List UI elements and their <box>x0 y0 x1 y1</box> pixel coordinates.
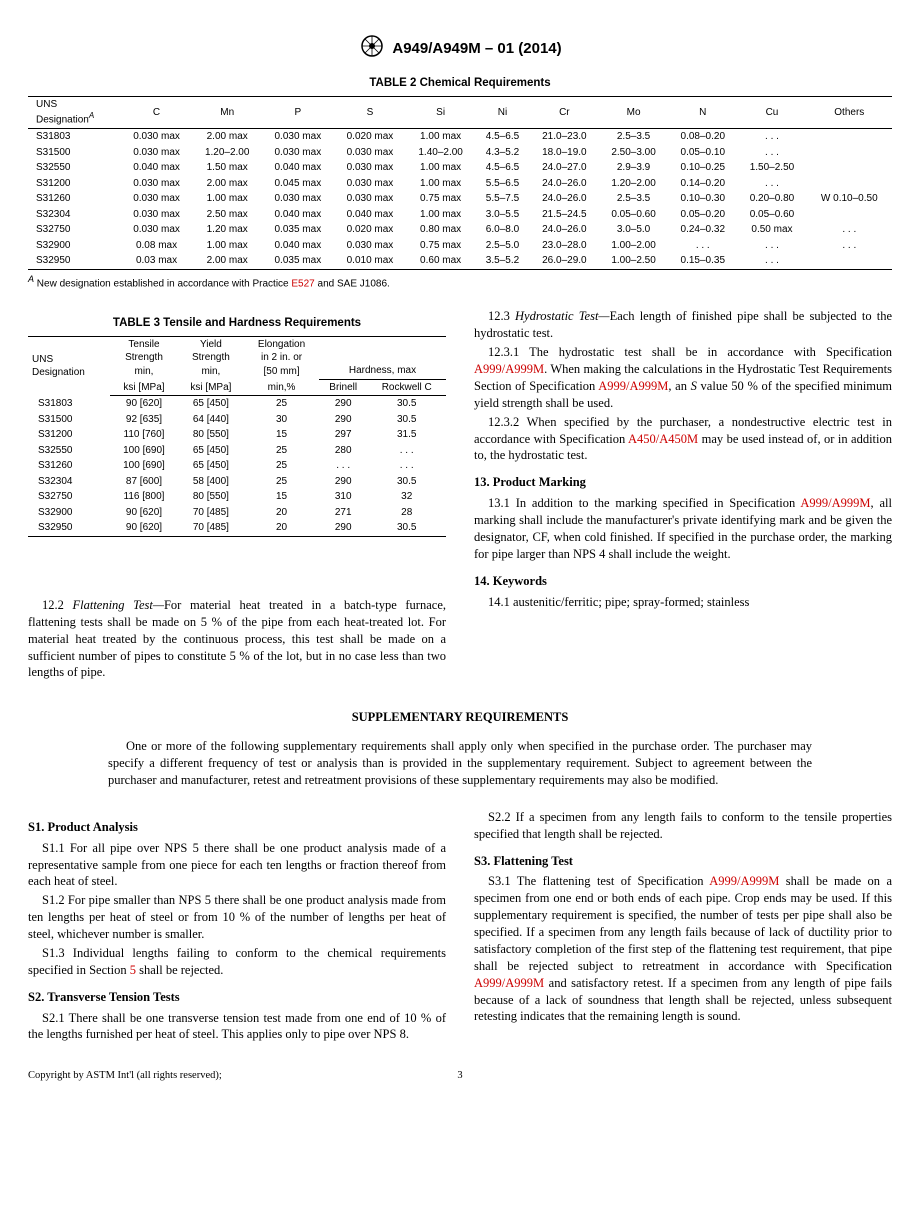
table-row: S327500.030 max1.20 max0.035 max0.020 ma… <box>28 222 892 238</box>
table-row: S315000.030 max1.20–2.000.030 max0.030 m… <box>28 145 892 161</box>
table-row: S329000.08 max1.00 max0.040 max0.030 max… <box>28 238 892 254</box>
table-row: S312000.030 max2.00 max0.045 max0.030 ma… <box>28 176 892 192</box>
link-a999-1[interactable]: A999/A999M <box>474 362 544 376</box>
para-s1-2: S1.2 For pipe smaller than NPS 5 there s… <box>28 892 446 943</box>
astm-logo <box>358 32 386 66</box>
table2: UNSDesignationA C Mn P S Si Ni Cr Mo N C… <box>28 96 892 270</box>
table-row: S318030.030 max2.00 max0.030 max0.020 ma… <box>28 129 892 145</box>
para-s1-1: S1.1 For all pipe over NPS 5 there shall… <box>28 840 446 891</box>
table3-title: TABLE 3 Tensile and Hardness Requirement… <box>28 316 446 332</box>
table-row: S323040.030 max2.50 max0.040 max0.040 ma… <box>28 207 892 223</box>
link-a999-4[interactable]: A999/A999M <box>709 874 779 888</box>
table2-title: TABLE 2 Chemical Requirements <box>28 76 892 92</box>
heading-s3: S3. Flattening Test <box>474 853 892 870</box>
table-row: S31260100 [690]65 [450]25. . .. . . <box>28 458 446 474</box>
heading-s2: S2. Transverse Tension Tests <box>28 989 446 1006</box>
col-s: S <box>334 96 406 128</box>
table-row: S3290090 [620]70 [485]2027128 <box>28 505 446 521</box>
para-14-1: 14.1 austenitic/ferritic; pipe; spray-fo… <box>474 594 892 611</box>
col-c: C <box>120 96 192 128</box>
col-mo: Mo <box>599 96 668 128</box>
t3-uns: UNSDesignation <box>28 336 110 396</box>
para-s3-1: S3.1 The flattening test of Specificatio… <box>474 873 892 1025</box>
t3-rockwell: Rockwell C <box>367 379 446 396</box>
t3-elong-b: min,% <box>244 379 319 396</box>
t3-brinell: Brinell <box>319 379 367 396</box>
col-n: N <box>668 96 737 128</box>
para-s2-1: S2.1 There shall be one transverse tensi… <box>28 1010 446 1044</box>
para-12-2: 12.2 Flattening Test—For material heat t… <box>28 597 446 681</box>
table-row: S329500.03 max2.00 max0.035 max0.010 max… <box>28 253 892 269</box>
para-s1-3: S1.3 Individual lengths failing to confo… <box>28 945 446 979</box>
table3: UNSDesignation TensileStrengthmin, Yield… <box>28 336 446 537</box>
supp-intro: One or more of the following supplementa… <box>108 738 812 789</box>
t3-tensile-a: TensileStrengthmin, <box>110 336 177 379</box>
col-cr: Cr <box>530 96 599 128</box>
col-cu: Cu <box>737 96 806 128</box>
link-e527[interactable]: E527 <box>291 278 314 289</box>
t3-yield-b: ksi [MPa] <box>178 379 245 396</box>
para-12-3: 12.3 Hydrostatic Test—Each length of fin… <box>474 308 892 342</box>
supp-title: SUPPLEMENTARY REQUIREMENTS <box>28 709 892 726</box>
table-row: S32550100 [690]65 [450]25280. . . <box>28 443 446 459</box>
t3-tensile-b: ksi [MPa] <box>110 379 177 396</box>
heading-13: 13. Product Marking <box>474 474 892 491</box>
table-row: S3230487 [600]58 [400]2529030.5 <box>28 474 446 490</box>
page-header: A949/A949M – 01 (2014) <box>28 32 892 66</box>
para-12-3-1: 12.3.1 The hydrostatic test shall be in … <box>474 344 892 412</box>
table-row: S32750116 [800]80 [550]1531032 <box>28 489 446 505</box>
table-row: S312600.030 max1.00 max0.030 max0.030 ma… <box>28 191 892 207</box>
col-ni: Ni <box>475 96 530 128</box>
link-a450[interactable]: A450/A450M <box>628 432 698 446</box>
col-p: P <box>262 96 334 128</box>
t3-elong-a: Elongationin 2 in. or[50 mm] <box>244 336 319 379</box>
link-a999-2[interactable]: A999/A999M <box>598 379 668 393</box>
page-footer: Copyright by ASTM Int'l (all rights rese… <box>28 1069 892 1083</box>
para-12-3-2: 12.3.2 When specified by the purchaser, … <box>474 414 892 465</box>
col-others: Others <box>807 96 892 128</box>
table-row: S3295090 [620]70 [485]2029030.5 <box>28 520 446 536</box>
table-row: S3150092 [635]64 [440]3029030.5 <box>28 412 446 428</box>
table2-footnote: A New designation established in accorda… <box>28 273 892 291</box>
t3-hardness: Hardness, max <box>319 336 446 379</box>
standard-number: A949/A949M – 01 (2014) <box>392 40 561 57</box>
col-si: Si <box>406 96 475 128</box>
para-s2-2: S2.2 If a specimen from any length fails… <box>474 809 892 843</box>
col-mn: Mn <box>193 96 262 128</box>
table-row: S325500.040 max1.50 max0.040 max0.030 ma… <box>28 160 892 176</box>
t3-yield-a: YieldStrengthmin, <box>178 336 245 379</box>
para-13-1: 13.1 In addition to the marking specifie… <box>474 495 892 563</box>
page-number: 3 <box>316 1069 604 1083</box>
table-row: S31200110 [760]80 [550]1529731.5 <box>28 427 446 443</box>
link-a999-5[interactable]: A999/A999M <box>474 976 544 990</box>
copyright-text: Copyright by ASTM Int'l (all rights rese… <box>28 1069 316 1083</box>
table-row: S3180390 [620]65 [450]2529030.5 <box>28 396 446 412</box>
link-a999-3[interactable]: A999/A999M <box>800 496 870 510</box>
col-uns: UNSDesignationA <box>28 96 120 128</box>
heading-s1: S1. Product Analysis <box>28 819 446 836</box>
heading-14: 14. Keywords <box>474 573 892 590</box>
